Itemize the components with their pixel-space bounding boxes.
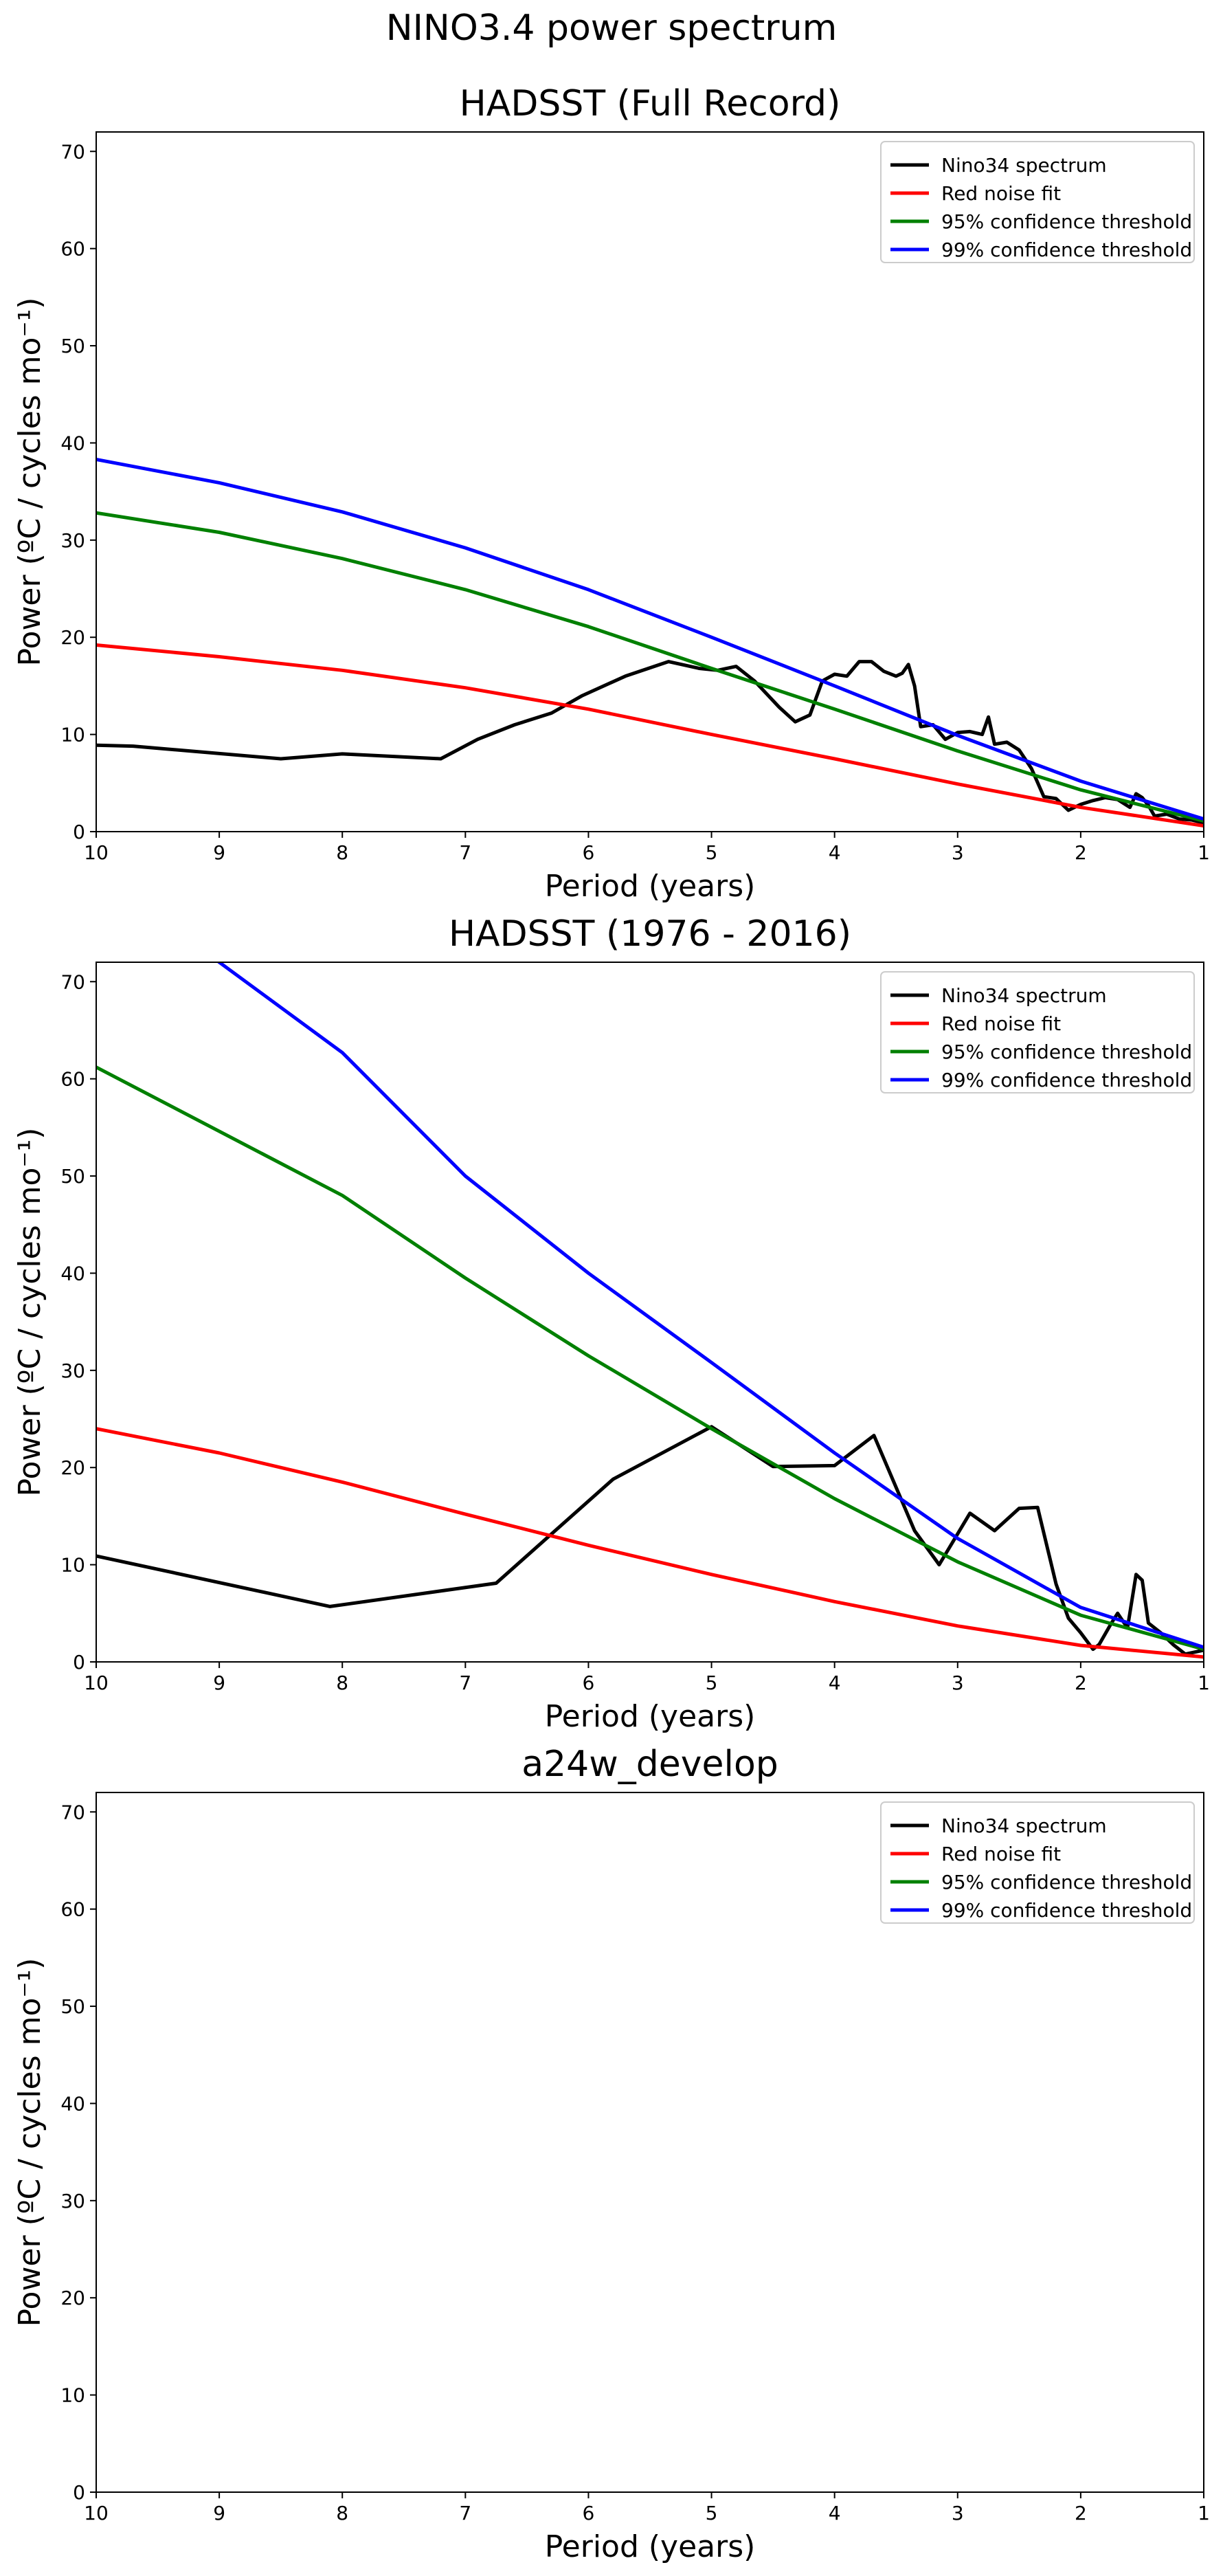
y-tick-label: 60 [60, 1898, 85, 1921]
chart-title: HADSST (Full Record) [460, 83, 841, 124]
x-tick-label: 9 [213, 841, 225, 864]
x-tick-label: 6 [583, 2502, 595, 2524]
y-axis-label: Power (ºC / cycles mo⁻¹) [12, 1128, 47, 1497]
y-tick-label: 40 [60, 432, 85, 454]
x-tick-label: 2 [1075, 2502, 1087, 2524]
legend-box [880, 971, 1195, 1093]
x-axis-label: Period (years) [545, 2529, 756, 2564]
y-tick-label: 50 [60, 1165, 85, 1188]
series-line-red-noise-fit [96, 1427, 1204, 1659]
legend-label: 95% confidence threshold [941, 1871, 1192, 1894]
y-tick-label: 70 [60, 140, 85, 163]
series-group [96, 962, 1204, 1659]
y-tick-label: 60 [60, 238, 85, 260]
y-tick-label: 70 [60, 1801, 85, 1823]
figure-suptitle: NINO3.4 power spectrum [386, 8, 838, 49]
legend-label: 99% confidence threshold [941, 1899, 1192, 1922]
series-line-99-confidence-threshold [96, 458, 1204, 821]
legend-label: 95% confidence threshold [941, 1041, 1192, 1063]
x-tick-label: 1 [1198, 1672, 1210, 1694]
y-axis-label: Power (ºC / cycles mo⁻¹) [12, 1958, 47, 2327]
y-tick-label: 20 [60, 626, 85, 649]
x-tick-label: 8 [336, 2502, 348, 2524]
y-tick-label: 20 [60, 1456, 85, 1479]
y-tick-label: 30 [60, 1359, 85, 1382]
x-tick-label: 2 [1075, 1672, 1087, 1694]
x-tick-label: 9 [213, 2502, 225, 2524]
x-tick-label: 7 [459, 2502, 471, 2524]
x-tick-label: 3 [952, 1672, 964, 1694]
y-tick-label: 10 [60, 2384, 85, 2407]
x-tick-label: 6 [583, 1672, 595, 1694]
x-tick-label: 1 [1198, 841, 1210, 864]
x-tick-label: 7 [459, 1672, 471, 1694]
legend-box [880, 1801, 1195, 1924]
chart-panel-1: HADSST (Full Record)10 9 8 7 6 5 4 3 2 1010203040… [12, 83, 1210, 904]
x-tick-label: 3 [952, 2502, 964, 2524]
legend-label: 95% confidence threshold [941, 210, 1192, 233]
legend-label: Nino34 spectrum [941, 984, 1107, 1007]
x-tick-label: 5 [706, 2502, 718, 2524]
y-tick-label: 10 [60, 1554, 85, 1577]
axes-frame [96, 962, 1204, 1663]
chart-title: HADSST (1976 - 2016) [449, 913, 851, 955]
x-tick-label: 3 [952, 841, 964, 864]
x-tick-label: 10 [84, 2502, 109, 2524]
y-tick-label: 40 [60, 1262, 85, 1285]
y-tick-label: 20 [60, 2287, 85, 2309]
y-tick-label: 30 [60, 2190, 85, 2212]
legend: Nino34 spectrum Red noise fit 95% confiden… [880, 971, 1195, 1093]
y-tick-label: 0 [73, 2481, 85, 2504]
x-axis-label: Period (years) [545, 1699, 756, 1734]
y-axis-label: Power (ºC / cycles mo⁻¹) [12, 298, 47, 667]
y-tick-label: 0 [73, 1651, 85, 1674]
legend: Nino34 spectrum Red noise fit 95% confiden… [880, 1801, 1195, 1924]
legend-label: Nino34 spectrum [941, 154, 1107, 177]
y-tick-label: 50 [60, 1995, 85, 2018]
chart-title: a24w_develop [521, 1744, 778, 1785]
legend-label: Red noise fit [941, 182, 1061, 205]
y-tick-label: 0 [73, 821, 85, 843]
x-tick-label: 5 [706, 1672, 718, 1694]
series-line-95-confidence-threshold [96, 511, 1204, 823]
y-tick-label: 10 [60, 724, 85, 746]
x-tick-label: 9 [213, 1672, 225, 1694]
x-tick-label: 4 [829, 2502, 841, 2524]
series-group [96, 458, 1204, 828]
legend-label: 99% confidence threshold [941, 238, 1192, 261]
legend-label: Nino34 spectrum [941, 1814, 1107, 1837]
y-tick-label: 50 [60, 335, 85, 357]
x-tick-label: 4 [829, 841, 841, 864]
axes-frame [96, 131, 1204, 832]
series-line-red-noise-fit [96, 643, 1204, 828]
x-tick-label: 8 [336, 1672, 348, 1694]
series-line-95-confidence-threshold [96, 1065, 1204, 1652]
y-tick-label: 30 [60, 529, 85, 552]
legend-label: 99% confidence threshold [941, 1069, 1192, 1091]
axes-frame [96, 1792, 1204, 2493]
chart-panel-2: HADSST (1976 - 2016)10 9 8 7 6 5 4 3 2 1010203040… [12, 913, 1210, 1734]
legend-box [880, 141, 1195, 263]
series-line-nino34-spectrum [96, 1425, 1204, 1656]
x-tick-label: 10 [84, 1672, 109, 1694]
y-tick-label: 40 [60, 2092, 85, 2115]
y-tick-label: 70 [60, 970, 85, 993]
x-axis-label: Period (years) [545, 869, 756, 904]
x-tick-label: 6 [583, 841, 595, 864]
x-tick-label: 1 [1198, 2502, 1210, 2524]
x-tick-label: 7 [459, 841, 471, 864]
series-line-99-confidence-threshold [216, 962, 1204, 1650]
x-tick-label: 5 [706, 841, 718, 864]
y-tick-label: 60 [60, 1068, 85, 1091]
x-tick-label: 8 [336, 841, 348, 864]
legend-label: Red noise fit [941, 1843, 1061, 1865]
legend: Nino34 spectrum Red noise fit 95% confiden… [880, 141, 1195, 263]
legend-label: Red noise fit [941, 1012, 1061, 1035]
x-tick-label: 4 [829, 1672, 841, 1694]
x-tick-label: 10 [84, 841, 109, 864]
x-tick-label: 2 [1075, 841, 1087, 864]
